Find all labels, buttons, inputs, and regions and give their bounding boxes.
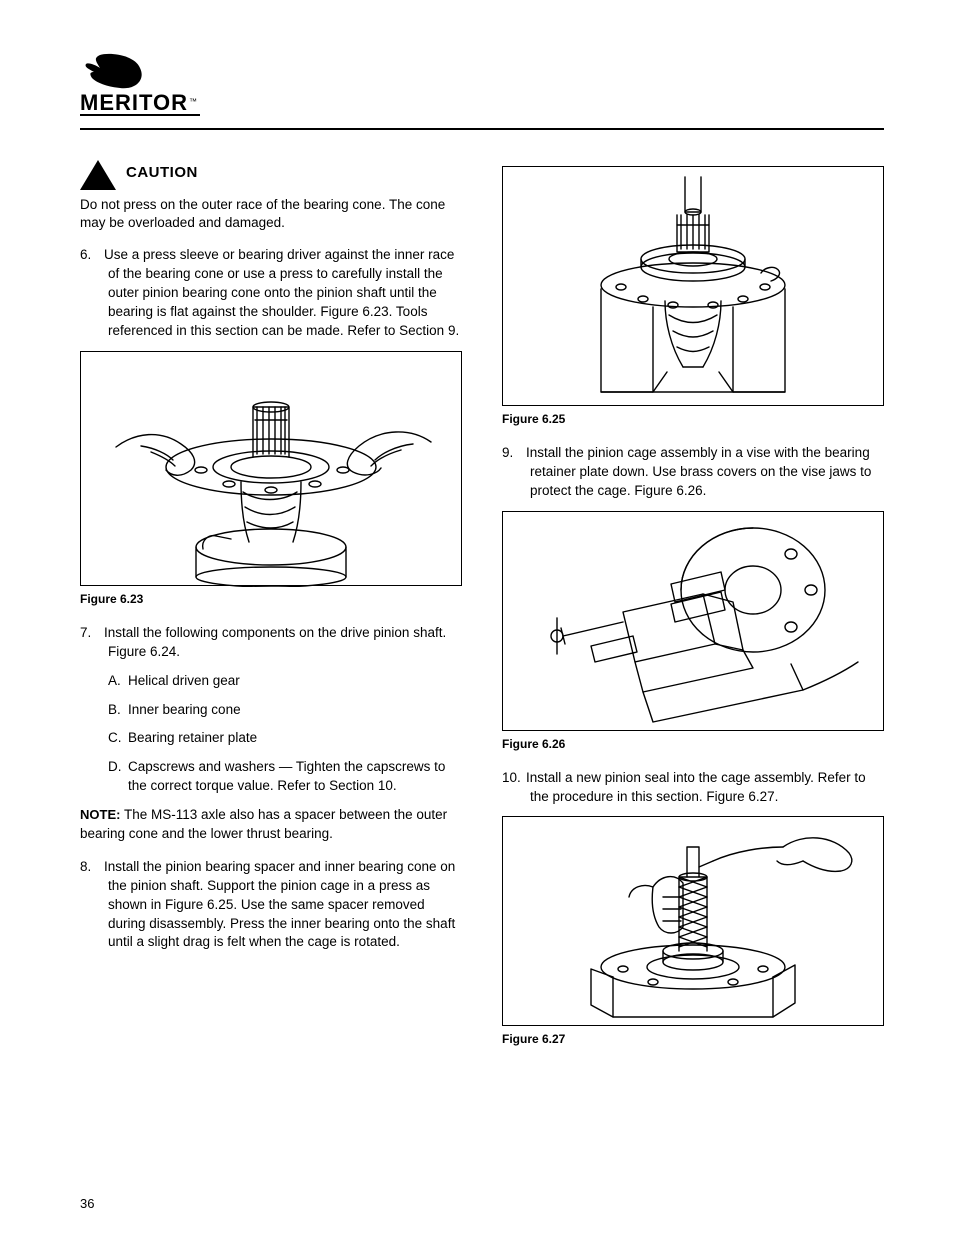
svg-text:™: ™ <box>189 97 197 106</box>
step-10-text: Install a new pinion seal into the cage … <box>526 770 866 804</box>
figure-6-23 <box>80 351 462 586</box>
brand-logo-block: MERITOR ™ <box>80 50 884 120</box>
step-9: 9.Install the pinion cage assembly in a … <box>502 444 884 501</box>
meritor-logo: MERITOR ™ <box>80 50 200 120</box>
note-text: The MS-113 axle also has a spacer betwee… <box>80 807 447 841</box>
step-7: 7.Install the following components on th… <box>80 624 462 662</box>
step-10: 10.Install a new pinion seal into the ca… <box>502 769 884 807</box>
note-block: NOTE: The MS-113 axle also has a spacer … <box>80 806 462 844</box>
figure-6-26 <box>502 511 884 731</box>
step-8-text: Install the pinion bearing spacer and in… <box>104 859 455 950</box>
step-6-text: Use a press sleeve or bearing driver aga… <box>104 247 459 338</box>
step-7b: B.Inner bearing cone <box>80 701 462 720</box>
step-7-text: Install the following components on the … <box>104 625 446 659</box>
step-7a: A.Helical driven gear <box>80 672 462 691</box>
svg-text:MERITOR: MERITOR <box>80 90 188 115</box>
step-6: 6.Use a press sleeve or bearing driver a… <box>80 246 462 340</box>
caution-label: CAUTION <box>126 158 198 181</box>
figure-6-25-caption: Figure 6.25 <box>502 412 884 426</box>
figure-6-25 <box>502 166 884 406</box>
caution-block: CAUTION <box>80 158 462 190</box>
left-column: CAUTION Do not press on the outer race o… <box>80 158 462 1064</box>
figure-6-26-caption: Figure 6.26 <box>502 737 884 751</box>
step-7c: C.Bearing retainer plate <box>80 729 462 748</box>
page-number: 36 <box>80 1196 94 1211</box>
figure-6-27-caption: Figure 6.27 <box>502 1032 884 1046</box>
right-column: Figure 6.25 9.Install the pinion cage as… <box>502 158 884 1064</box>
step-7d: D.Capscrews and washers — Tighten the ca… <box>80 758 462 796</box>
warning-triangle-icon <box>80 160 116 190</box>
figure-6-27 <box>502 816 884 1026</box>
note-label: NOTE: <box>80 807 120 822</box>
step-9-text: Install the pinion cage assembly in a vi… <box>526 445 871 498</box>
figure-6-23-caption: Figure 6.23 <box>80 592 462 606</box>
header-rule <box>80 128 884 130</box>
step-8: 8.Install the pinion bearing spacer and … <box>80 858 462 952</box>
caution-text: Do not press on the outer race of the be… <box>80 196 462 232</box>
